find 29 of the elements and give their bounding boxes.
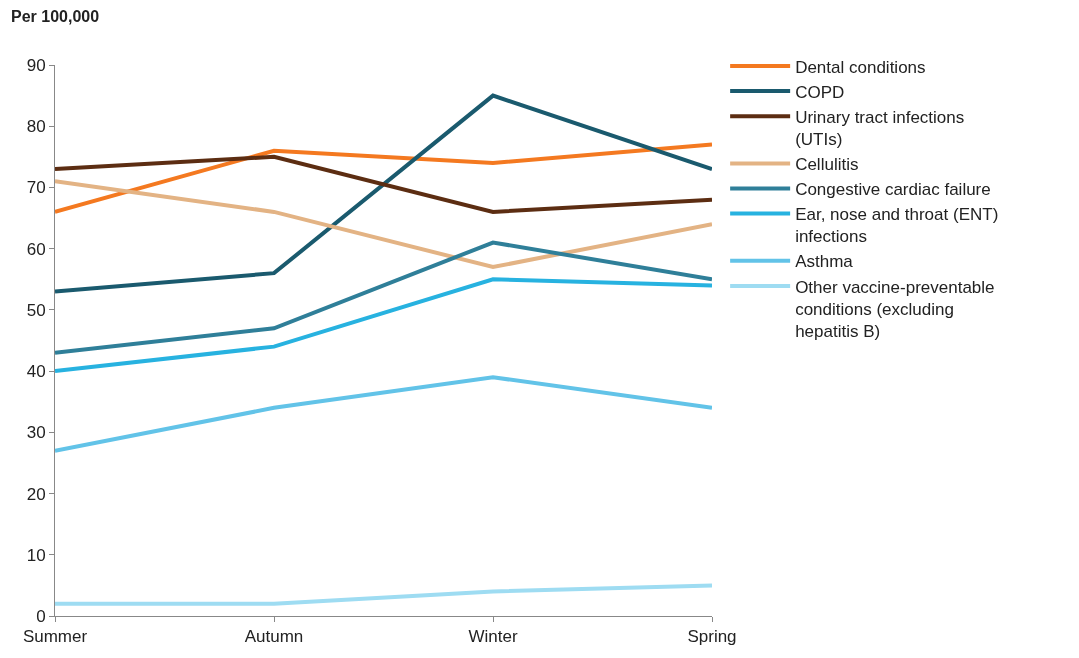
y-tick-label: 70 <box>26 178 46 198</box>
y-tick-label: 80 <box>26 117 46 137</box>
y-tick-label: 20 <box>26 484 46 504</box>
legend-label: Dental conditions <box>795 57 926 77</box>
y-tick-label: 0 <box>36 606 46 626</box>
legend-label: Cellulitis <box>795 155 859 175</box>
line-series <box>55 240 712 355</box>
x-tick-label: Autumn <box>244 627 304 647</box>
legend-label: Other vaccine-preventable conditions (excluding hepatitis B) <box>795 277 995 341</box>
line-series <box>55 277 712 374</box>
y-axis-title: Per 100,000 <box>11 8 100 25</box>
x-tick-label: Summer <box>22 627 88 647</box>
y-tick-label: 90 <box>26 55 46 75</box>
x-tick-label: Spring <box>687 627 737 647</box>
x-tick-label: Winter <box>468 627 518 647</box>
line-series <box>55 142 712 214</box>
y-tick-label: 10 <box>26 545 46 565</box>
y-tick-label: 40 <box>26 362 46 382</box>
legend-label: COPD <box>795 82 845 102</box>
legend-label: Asthma <box>795 252 854 272</box>
legend-label: Ear, nose and throat (ENT) infections <box>795 205 999 247</box>
line-series <box>55 93 712 294</box>
legend-label: Congestive cardiac failure <box>795 180 991 200</box>
y-tick-label: 30 <box>26 423 46 443</box>
line-series <box>55 154 712 214</box>
line-series <box>55 179 712 270</box>
y-tick-label: 50 <box>26 300 46 320</box>
y-tick-label: 60 <box>26 239 46 259</box>
legend-label: Urinary tract infections (UTIs) <box>795 107 965 149</box>
